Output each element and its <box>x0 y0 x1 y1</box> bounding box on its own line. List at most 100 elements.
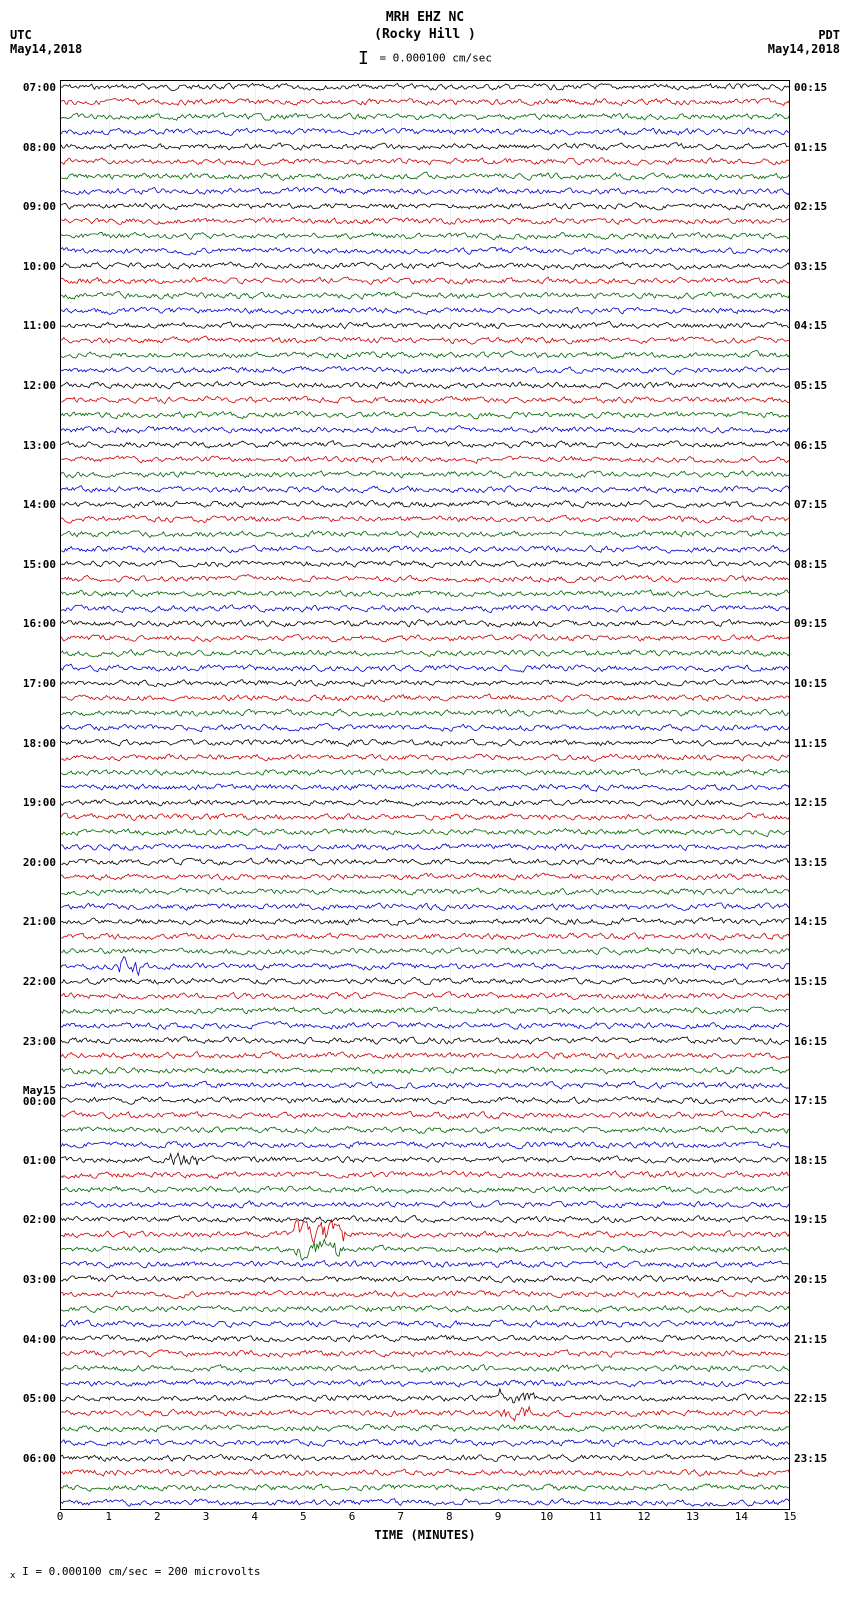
x-tick: 1 <box>105 1510 112 1523</box>
seismic-trace <box>61 1126 790 1133</box>
utc-time-label: 03:00 <box>23 1274 56 1285</box>
seismic-trace <box>61 1216 790 1223</box>
seismic-trace <box>61 172 790 180</box>
seismic-trace <box>61 531 790 538</box>
seismic-trace <box>61 1320 790 1328</box>
seismogram-container: UTC May14,2018 MRH EHZ NC (Rocky Hill ) … <box>10 10 840 1581</box>
seismic-trace <box>61 1171 790 1178</box>
left-header: UTC May14,2018 <box>10 28 82 56</box>
utc-time-label: 09:00 <box>23 201 56 212</box>
seismic-trace <box>61 188 790 195</box>
x-tick: 7 <box>397 1510 404 1523</box>
seismic-trace <box>61 1275 790 1283</box>
scale-text: = 0.000100 cm/sec <box>379 51 492 64</box>
seismic-trace <box>61 1424 790 1432</box>
station-name: (Rocky Hill ) <box>10 27 840 44</box>
seismic-trace <box>61 754 790 761</box>
utc-time-label: 01:00 <box>23 1155 56 1166</box>
seismic-trace <box>61 1239 790 1260</box>
seismic-trace <box>61 1499 790 1507</box>
seismic-trace <box>61 1335 790 1342</box>
utc-time-label: 06:00 <box>23 1453 56 1464</box>
seismic-trace <box>61 336 790 344</box>
seismic-trace <box>61 844 790 851</box>
pdt-time-label: 04:15 <box>794 320 827 331</box>
pdt-time-label: 15:15 <box>794 976 827 987</box>
utc-time-label: 05:00 <box>23 1393 56 1404</box>
footer: x I = 0.000100 cm/sec = 200 microvolts <box>10 1565 840 1581</box>
plot-area: 07:0008:0009:0010:0011:0012:0013:0014:00… <box>10 80 840 1540</box>
seismic-trace <box>61 367 790 375</box>
seismic-trace <box>61 978 790 985</box>
utc-time-label: 11:00 <box>23 320 56 331</box>
seismic-trace <box>61 650 790 657</box>
seismic-trace <box>61 634 790 642</box>
utc-time-label: 12:00 <box>23 380 56 391</box>
seismic-trace <box>61 1037 790 1045</box>
scale-indicator: I = 0.000100 cm/sec <box>10 48 840 69</box>
seismic-trace <box>61 321 790 329</box>
x-tick: 2 <box>154 1510 161 1523</box>
utc-time-label: 22:00 <box>23 976 56 987</box>
seismic-trace <box>61 128 790 136</box>
seismic-trace <box>61 456 790 463</box>
pdt-time-label: 16:15 <box>794 1036 827 1047</box>
x-tick: 14 <box>735 1510 748 1523</box>
pdt-time-label: 11:15 <box>794 738 827 749</box>
seismic-trace <box>61 724 790 732</box>
seismic-trace <box>61 143 790 150</box>
seismic-trace <box>61 1007 790 1014</box>
seismic-trace <box>61 709 790 716</box>
seismic-trace <box>61 1201 790 1209</box>
seismic-trace <box>61 769 790 776</box>
seismic-trace <box>61 426 790 433</box>
seismic-trace <box>61 1081 790 1089</box>
utc-time-label: 14:00 <box>23 499 56 510</box>
x-axis: TIME (MINUTES) 0123456789101112131415 <box>60 1510 790 1540</box>
pdt-time-label: 09:15 <box>794 618 827 629</box>
seismic-trace <box>61 1305 790 1312</box>
right-date: May14,2018 <box>768 42 840 56</box>
seismic-trace <box>61 247 790 255</box>
seismic-trace <box>61 292 790 299</box>
pdt-time-label: 14:15 <box>794 916 827 927</box>
seismic-trace <box>61 784 790 791</box>
seismic-trace <box>61 1153 790 1165</box>
seismic-trace <box>61 98 790 105</box>
seismic-trace <box>61 992 790 1000</box>
seismic-trace <box>61 917 790 925</box>
seismic-trace <box>61 694 790 702</box>
pdt-time-label: 17:15 <box>794 1095 827 1106</box>
left-date: May14,2018 <box>10 42 82 56</box>
seismic-trace <box>61 351 790 359</box>
pdt-time-label: 03:15 <box>794 261 827 272</box>
x-tick: 3 <box>203 1510 210 1523</box>
seismic-trace <box>61 799 790 806</box>
x-tick: 5 <box>300 1510 307 1523</box>
utc-time-label: 07:00 <box>23 82 56 93</box>
seismic-trace <box>61 828 790 836</box>
seismic-trace <box>61 203 790 210</box>
utc-time-label: 21:00 <box>23 916 56 927</box>
seismic-trace <box>61 680 790 687</box>
pdt-time-label: 10:15 <box>794 678 827 689</box>
seismic-trace <box>61 515 790 523</box>
pdt-time-label: 19:15 <box>794 1214 827 1225</box>
seismic-trace <box>61 1439 790 1446</box>
title-block: MRH EHZ NC (Rocky Hill ) <box>10 10 840 44</box>
x-tick: 11 <box>589 1510 602 1523</box>
pdt-time-label: 08:15 <box>794 559 827 570</box>
utc-time-label: 23:00 <box>23 1036 56 1047</box>
pdt-time-label: 07:15 <box>794 499 827 510</box>
seismic-trace <box>61 262 790 270</box>
utc-time-label: 20:00 <box>23 857 56 868</box>
x-tick: 8 <box>446 1510 453 1523</box>
x-tick: 9 <box>495 1510 502 1523</box>
x-tick: 10 <box>540 1510 553 1523</box>
utc-time-label: 17:00 <box>23 678 56 689</box>
pdt-time-label: 06:15 <box>794 440 827 451</box>
utc-time-label: 18:00 <box>23 738 56 749</box>
seismic-trace <box>61 739 790 746</box>
seismic-trace <box>61 1350 790 1358</box>
pdt-time-label: 05:15 <box>794 380 827 391</box>
